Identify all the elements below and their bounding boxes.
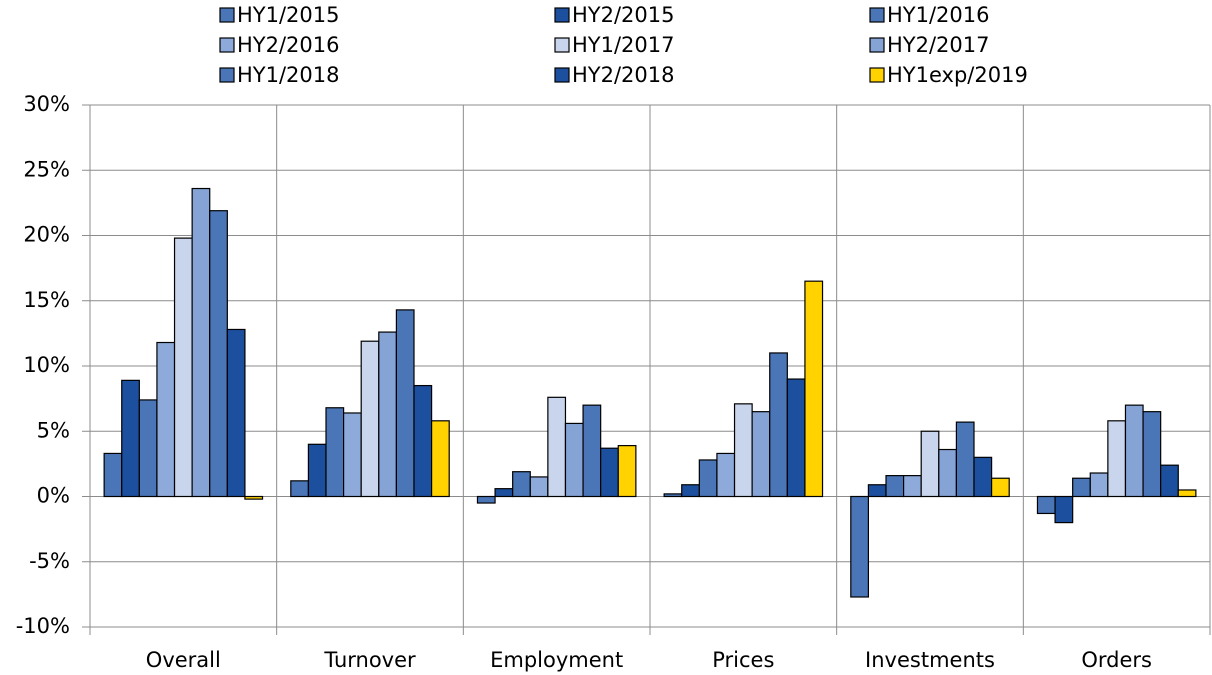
legend-label: HY1/2017 — [572, 33, 675, 57]
legend-swatch — [554, 67, 570, 83]
legend-label: HY1/2016 — [887, 3, 990, 27]
y-tick-label: 5% — [37, 418, 70, 442]
bar — [617, 445, 637, 498]
bar — [564, 422, 584, 498]
bar — [850, 495, 869, 598]
bar — [1089, 472, 1109, 498]
bar — [733, 403, 753, 498]
x-tick-label: Overall — [146, 648, 221, 672]
bar — [1124, 404, 1144, 498]
legend-label: HY2/2016 — [237, 33, 340, 57]
bar — [938, 448, 957, 498]
bar — [343, 412, 362, 498]
bar — [1142, 411, 1162, 498]
legend-swatch — [219, 7, 235, 23]
bar — [681, 484, 700, 498]
bar — [226, 328, 246, 498]
bar — [920, 430, 940, 498]
bar — [209, 210, 228, 498]
bar — [1036, 495, 1056, 515]
legend-swatch — [219, 37, 235, 53]
bar — [955, 421, 975, 498]
bar — [378, 331, 397, 498]
bar — [786, 378, 806, 498]
bar — [156, 341, 176, 498]
bar — [698, 459, 718, 498]
bar — [360, 340, 380, 498]
legend-swatch — [554, 7, 570, 23]
bar — [173, 237, 193, 498]
legend-label: HY2/2015 — [572, 3, 675, 27]
y-tick-label: -10% — [16, 614, 70, 638]
legend-swatch — [869, 37, 885, 53]
x-tick-label: Orders — [1081, 648, 1152, 672]
bar — [290, 480, 309, 498]
bar — [431, 420, 450, 498]
bar — [138, 399, 158, 498]
legend-label: HY1/2018 — [237, 63, 340, 87]
y-tick-label: 15% — [23, 288, 70, 312]
bar — [1072, 477, 1091, 498]
legend-label: HY2/2017 — [887, 33, 990, 57]
bar — [1160, 464, 1179, 498]
bar — [600, 447, 619, 498]
bar — [1177, 489, 1197, 498]
y-tick-label: 20% — [23, 223, 70, 247]
bar — [494, 488, 514, 498]
y-tick-label: -5% — [29, 549, 70, 573]
bar — [990, 477, 1010, 498]
x-tick-label: Investments — [865, 648, 995, 672]
bar — [582, 404, 602, 498]
bar — [121, 379, 140, 498]
bar — [973, 456, 993, 498]
bar — [663, 493, 683, 498]
bar — [244, 495, 264, 500]
legend-label: HY1exp/2019 — [887, 63, 1028, 87]
legend-swatch — [869, 7, 885, 23]
y-tick-label: 10% — [23, 353, 70, 377]
bar — [529, 476, 549, 498]
bar — [325, 407, 345, 498]
legend-swatch — [869, 67, 885, 83]
bar — [902, 475, 922, 498]
bar — [476, 495, 496, 504]
bar — [1054, 495, 1074, 524]
bar — [395, 309, 415, 498]
x-tick-label: Prices — [712, 648, 774, 672]
bar — [716, 452, 736, 498]
legend-label: HY2/2018 — [572, 63, 675, 87]
y-tick-label: 25% — [23, 157, 70, 181]
x-tick-label: Employment — [490, 648, 623, 672]
bar — [804, 280, 824, 498]
legend-label: HY1/2015 — [237, 3, 340, 27]
legend-swatch — [219, 67, 235, 83]
x-tick-label: Turnover — [323, 648, 416, 672]
bar — [885, 475, 905, 498]
bar — [1107, 420, 1127, 498]
bar — [769, 352, 788, 498]
bar — [547, 396, 567, 498]
bar — [867, 484, 887, 498]
bar — [191, 187, 211, 498]
bar — [512, 471, 531, 498]
y-tick-label: 0% — [37, 484, 70, 508]
legend-swatch — [554, 37, 570, 53]
bar — [751, 411, 771, 498]
bar — [413, 384, 433, 498]
y-tick-label: 30% — [23, 92, 70, 116]
bar — [307, 443, 327, 498]
bar — [103, 452, 123, 498]
